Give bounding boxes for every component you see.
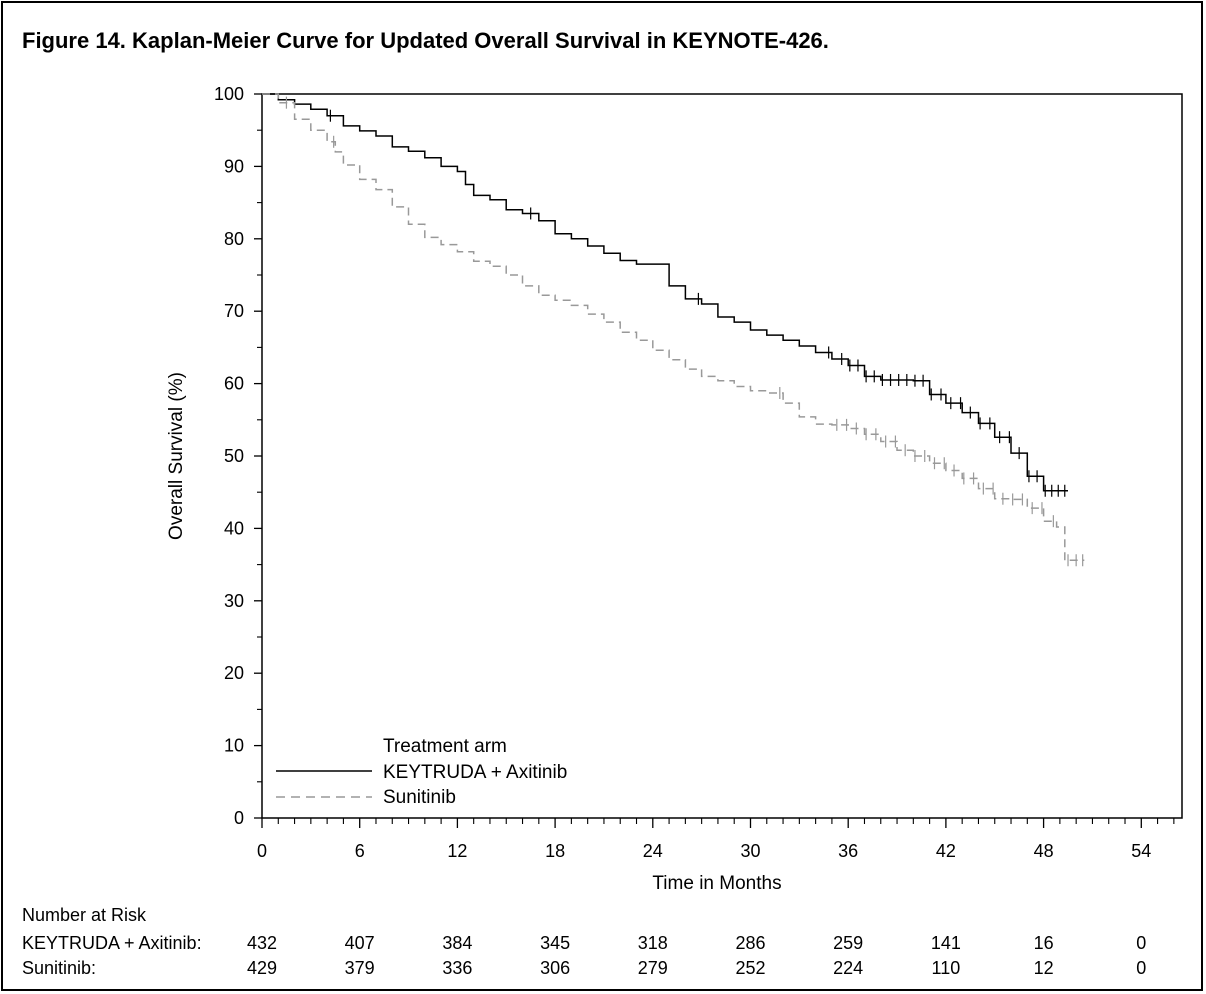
- legend-label-keytruda: KEYTRUDA + Axitinib: [383, 762, 567, 783]
- y-axis-label: Overall Survival (%): [166, 372, 187, 540]
- y-tick-label: 40: [224, 518, 244, 538]
- risk-count: 224: [833, 958, 864, 978]
- x-tick-label: 48: [1034, 841, 1054, 861]
- risk-row-label-keytruda: KEYTRUDA + Axitinib:: [22, 933, 202, 953]
- x-tick-label: 30: [740, 841, 760, 861]
- survival-curve-keytruda: [262, 93, 1068, 492]
- survival-curves: [262, 93, 1085, 567]
- x-tick-label: 36: [838, 841, 858, 861]
- risk-count: 16: [1033, 933, 1054, 953]
- risk-count: 141: [930, 933, 961, 953]
- x-tick-label: 42: [936, 841, 956, 861]
- risk-count: 110: [931, 958, 961, 978]
- y-tick-label: 70: [224, 301, 244, 321]
- risk-count: 252: [735, 958, 766, 978]
- y-tick-label: 50: [224, 446, 244, 466]
- risk-row-label-sunitinib: Sunitinib:: [22, 958, 97, 978]
- legend-label-sunitinib: Sunitinib: [383, 787, 456, 808]
- x-tick-label: 24: [643, 841, 663, 861]
- y-tick-label: 80: [224, 229, 244, 249]
- legend-title: Treatment arm: [383, 736, 507, 757]
- y-tick-label: 60: [224, 374, 244, 394]
- risk-count: 0: [1136, 933, 1147, 953]
- risk-table-heading: Number at Risk: [22, 905, 147, 925]
- x-axis: 0 6 12 18 24 30 36 42 48 54: [257, 818, 1175, 861]
- y-tick-label: 100: [214, 84, 244, 104]
- x-tick-label: 12: [447, 841, 467, 861]
- risk-count: 336: [442, 958, 473, 978]
- x-axis-label: Time in Months: [652, 873, 781, 894]
- y-axis: 0 10 20 30 40 50 60 70 80 90 100: [214, 84, 262, 828]
- plot-area-border: [261, 93, 1183, 819]
- y-tick-label: 10: [224, 736, 244, 756]
- risk-count: 286: [735, 933, 766, 953]
- risk-count: 12: [1033, 958, 1054, 978]
- y-tick-label: 0: [234, 808, 244, 828]
- risk-count: 407: [344, 933, 375, 953]
- risk-count: 279: [637, 958, 668, 978]
- x-tick-label: 0: [257, 841, 267, 861]
- x-tick-label: 54: [1131, 841, 1151, 861]
- y-tick-label: 30: [224, 591, 244, 611]
- survival-curve-sunitinib: [262, 93, 1085, 562]
- risk-count: 0: [1136, 958, 1147, 978]
- risk-count: 379: [344, 958, 375, 978]
- x-tick-label: 6: [355, 841, 365, 861]
- risk-count: 306: [540, 958, 571, 978]
- x-tick-label: 18: [545, 841, 565, 861]
- legend: Treatment arm KEYTRUDA + Axitinib Suniti…: [276, 736, 567, 808]
- risk-count: 432: [246, 933, 278, 953]
- risk-count: 318: [637, 933, 668, 953]
- risk-count: 429: [246, 958, 278, 978]
- y-tick-label: 20: [224, 663, 244, 683]
- figure-title: Figure 14. Kaplan-Meier Curve for Update…: [22, 28, 829, 53]
- risk-count: 345: [540, 933, 571, 953]
- risk-count: 384: [442, 933, 473, 953]
- y-tick-label: 90: [224, 156, 244, 176]
- risk-count: 259: [833, 933, 864, 953]
